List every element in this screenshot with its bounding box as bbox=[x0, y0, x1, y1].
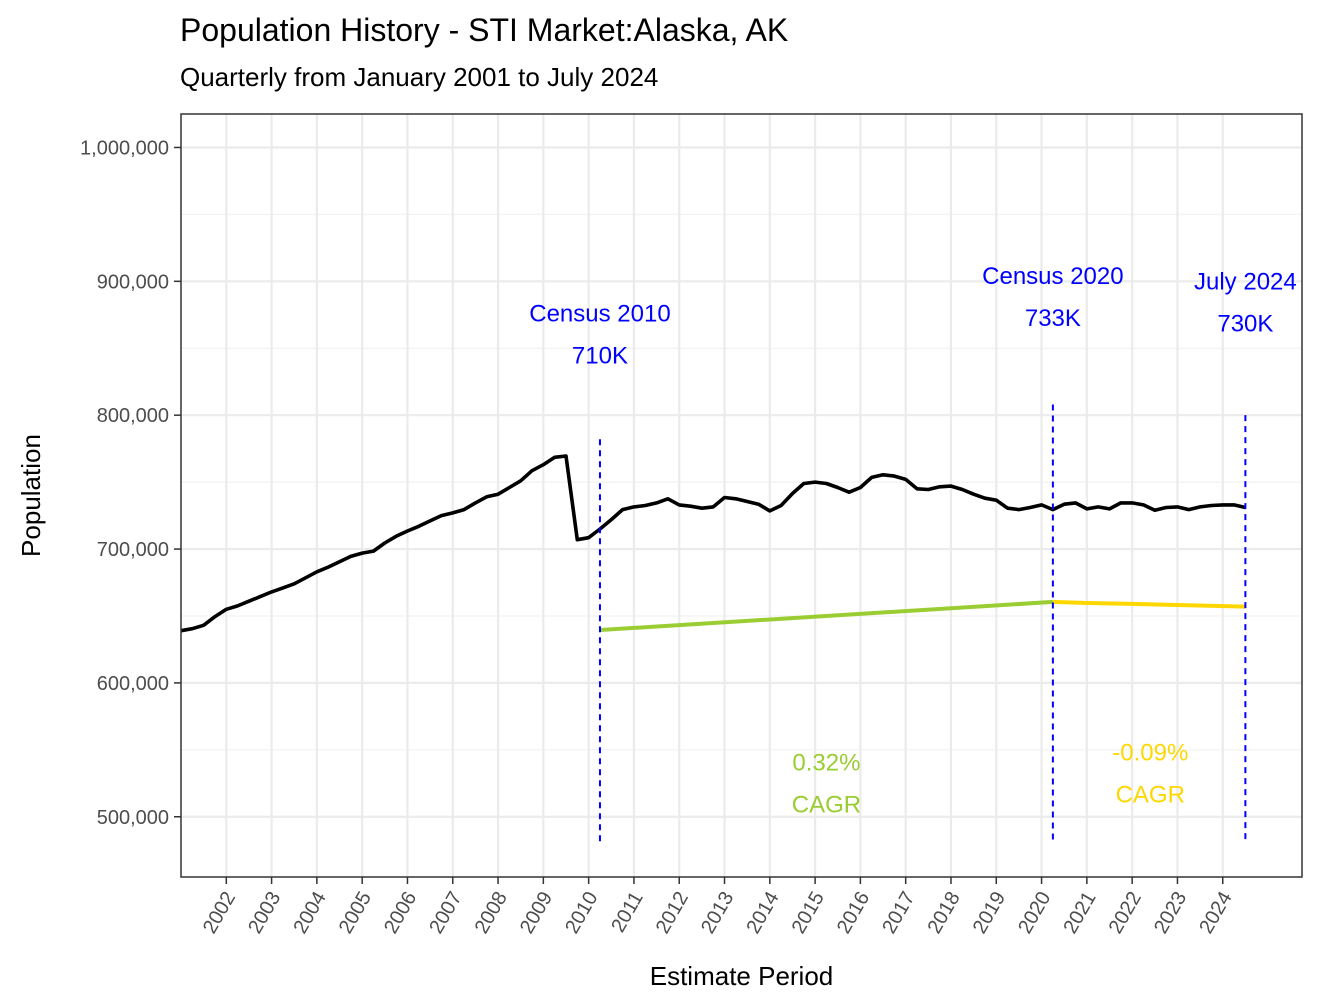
y-axis-ticks: 500,000 600,000 700,000 800,000 900,000 1,000… bbox=[80, 137, 181, 829]
x-tick-label: 2018 bbox=[924, 888, 965, 938]
x-tick-label: 2013 bbox=[697, 888, 738, 938]
y-axis-label: Population bbox=[16, 434, 46, 557]
y-tick-label: 500,000 bbox=[97, 807, 169, 829]
y-tick-label: 600,000 bbox=[97, 673, 169, 695]
annotation-line: July 2024 bbox=[1194, 268, 1297, 295]
x-tick-label: 2023 bbox=[1150, 888, 1191, 938]
annotation-3: 0.32% CAGR bbox=[792, 750, 861, 819]
x-tick-label: 2017 bbox=[878, 888, 919, 938]
annotation-line: 730K bbox=[1217, 310, 1273, 337]
y-tick-label: 700,000 bbox=[97, 539, 169, 561]
annotation-line: CAGR bbox=[1116, 782, 1185, 809]
annotation-line: Census 2010 bbox=[529, 300, 670, 327]
x-tick-label: 2008 bbox=[471, 888, 512, 938]
annotation-1: Census 2020 733K bbox=[982, 263, 1123, 332]
x-tick-label: 2019 bbox=[969, 888, 1010, 938]
x-tick-label: 2024 bbox=[1195, 888, 1236, 938]
chart-title: Population History - STI Market:Alaska, … bbox=[180, 12, 789, 48]
x-tick-label: 2009 bbox=[516, 888, 557, 938]
x-tick-label: 2022 bbox=[1105, 888, 1146, 938]
x-tick-label: 2002 bbox=[199, 888, 240, 938]
x-tick-label: 2007 bbox=[425, 888, 466, 938]
chart-subtitle: Quarterly from January 2001 to July 2024 bbox=[180, 62, 659, 92]
x-tick-label: 2016 bbox=[833, 888, 874, 938]
annotation-line: 710K bbox=[572, 342, 628, 369]
y-tick-label: 800,000 bbox=[97, 405, 169, 427]
annotation-line: 733K bbox=[1025, 305, 1081, 332]
reference-lines bbox=[598, 404, 1247, 844]
x-tick-label: 2004 bbox=[289, 888, 330, 938]
x-tick-label: 2006 bbox=[380, 888, 421, 938]
y-tick-label: 900,000 bbox=[97, 271, 169, 293]
annotation-2: July 2024 730K bbox=[1194, 268, 1297, 337]
x-tick-label: 2015 bbox=[788, 888, 829, 938]
annotations: Census 2010 710K Census 2020 733K July 2024 7… bbox=[529, 263, 1297, 819]
series-line-1 bbox=[599, 599, 1054, 632]
x-tick-label: 2020 bbox=[1014, 888, 1055, 938]
grid-lines bbox=[181, 114, 1302, 877]
x-tick-label: 2021 bbox=[1059, 888, 1100, 938]
x-axis-label: Estimate Period bbox=[650, 961, 834, 991]
annotation-line: 0.32% bbox=[792, 750, 860, 777]
series-line-0 bbox=[180, 454, 1246, 633]
x-tick-label: 2010 bbox=[561, 888, 602, 938]
annotation-line: -0.09% bbox=[1112, 740, 1188, 767]
x-tick-label: 2014 bbox=[742, 888, 783, 938]
annotation-0: Census 2010 710K bbox=[529, 300, 670, 369]
x-tick-label: 2005 bbox=[335, 888, 376, 938]
x-tick-label: 2011 bbox=[607, 888, 648, 936]
series-line-2 bbox=[1052, 599, 1246, 609]
plot-panel-border bbox=[180, 113, 1303, 878]
y-tick-label: 1,000,000 bbox=[80, 137, 169, 159]
x-tick-label: 2012 bbox=[652, 888, 693, 938]
x-tick-label: 2003 bbox=[244, 888, 285, 938]
series-lines bbox=[180, 454, 1246, 633]
annotation-line: CAGR bbox=[792, 792, 861, 819]
x-axis-ticks: 2002 2003 2004 2005 2006 2007 2008 2009 2010 2011… bbox=[199, 877, 1237, 938]
annotation-4: -0.09% CAGR bbox=[1112, 740, 1188, 809]
annotation-line: Census 2020 bbox=[982, 263, 1123, 290]
